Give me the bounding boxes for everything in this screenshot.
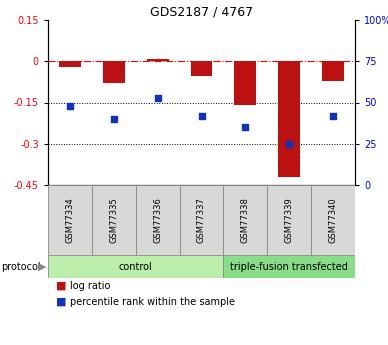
Title: GDS2187 / 4767: GDS2187 / 4767 — [150, 6, 253, 19]
Bar — [48, 185, 92, 255]
Bar — [278, 61, 300, 177]
Point — [111, 116, 117, 122]
Text: protocol: protocol — [1, 262, 41, 272]
Text: control: control — [119, 262, 152, 272]
Bar — [180, 185, 223, 255]
Text: GSM77338: GSM77338 — [241, 197, 250, 243]
Bar — [92, 185, 136, 255]
Bar — [267, 185, 311, 255]
Bar — [147, 59, 169, 61]
Text: triple-fusion transfected: triple-fusion transfected — [230, 262, 348, 272]
Bar — [103, 61, 125, 83]
Text: ▶: ▶ — [38, 262, 47, 272]
Bar — [59, 61, 81, 67]
Text: percentile rank within the sample: percentile rank within the sample — [70, 297, 235, 307]
Text: GSM77340: GSM77340 — [329, 197, 338, 243]
Point — [67, 103, 73, 109]
Text: GSM77334: GSM77334 — [66, 197, 74, 243]
Bar — [223, 255, 355, 278]
Point — [286, 141, 292, 147]
Bar — [311, 185, 355, 255]
Text: GSM77339: GSM77339 — [285, 197, 294, 243]
Text: GSM77337: GSM77337 — [197, 197, 206, 243]
Point — [330, 113, 336, 118]
Text: GSM77335: GSM77335 — [109, 197, 118, 243]
Bar — [322, 61, 344, 80]
Text: log ratio: log ratio — [70, 281, 110, 291]
Point — [154, 95, 161, 100]
Bar — [48, 255, 223, 278]
Bar — [191, 61, 213, 76]
Text: ■: ■ — [56, 281, 66, 291]
Bar — [136, 185, 180, 255]
Point — [198, 113, 204, 118]
Point — [242, 125, 248, 130]
Text: ■: ■ — [56, 297, 66, 307]
Text: GSM77336: GSM77336 — [153, 197, 162, 243]
Bar — [234, 61, 256, 105]
Bar — [223, 185, 267, 255]
